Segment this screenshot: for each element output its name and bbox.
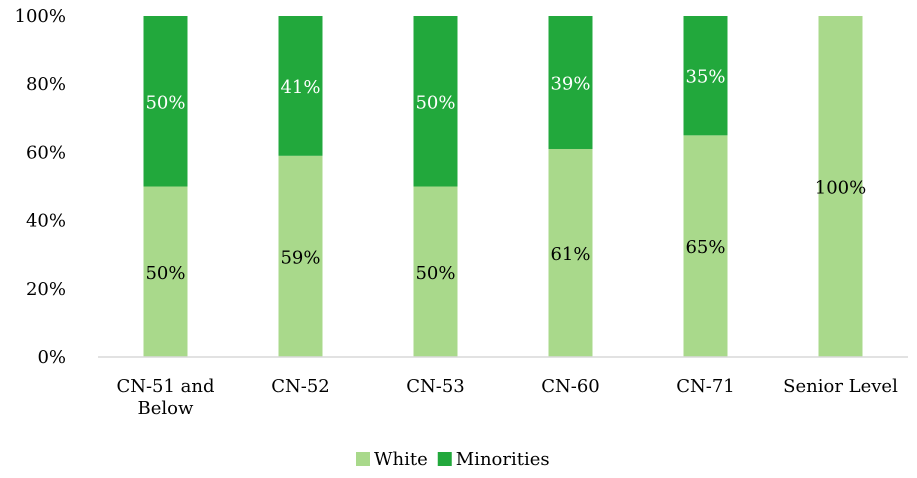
- data-label-minorities: 35%: [685, 67, 725, 88]
- legend-swatch-minorities: [437, 452, 452, 466]
- legend-label-minorities: Minorities: [456, 449, 550, 470]
- data-label-white: 50%: [145, 263, 185, 284]
- y-tick-label: 20%: [26, 279, 66, 300]
- data-label-minorities: 50%: [415, 92, 455, 113]
- legend: White Minorities: [356, 449, 550, 470]
- bar-segment-white: [278, 155, 323, 357]
- data-label-white: 100%: [815, 178, 866, 199]
- x-category-label: CN-52: [271, 376, 330, 397]
- bar-segment-minorities: [548, 16, 593, 149]
- x-category-label: CN-60: [541, 376, 600, 397]
- bar-segment-minorities: [143, 16, 188, 187]
- data-label-white: 59%: [280, 247, 320, 268]
- legend-swatch-white: [356, 452, 370, 466]
- bars: [143, 16, 863, 357]
- data-label-white: 50%: [415, 263, 455, 284]
- data-label-white: 61%: [550, 244, 590, 265]
- y-tick-label: 60%: [26, 142, 66, 163]
- x-category-label: Senior Level: [783, 376, 898, 397]
- bar-segment-minorities: [278, 16, 323, 156]
- y-tick-label: 40%: [26, 211, 66, 232]
- data-labels: 50% 50% 59% 41% 50% 50% 61% 39% 65% 35% 100%: [145, 67, 866, 284]
- data-label-minorities: 39%: [550, 73, 590, 94]
- bar-segment-white: [818, 16, 863, 357]
- legend-label-white: White: [374, 449, 428, 470]
- bar-segment-white: [143, 186, 188, 357]
- y-tick-label: 0%: [37, 347, 66, 368]
- x-category-label: CN-53: [406, 376, 465, 397]
- data-label-minorities: 41%: [280, 77, 320, 98]
- bar-segment-white: [413, 186, 458, 357]
- bar-segment-minorities: [683, 16, 728, 136]
- y-tick-label: 80%: [26, 74, 66, 95]
- bar-segment-minorities: [413, 16, 458, 187]
- x-category-label: CN-71: [676, 376, 735, 397]
- bar-segment-white: [683, 135, 728, 357]
- data-label-white: 65%: [685, 237, 725, 258]
- bar-segment-white: [548, 148, 593, 357]
- data-label-minorities: 50%: [145, 92, 185, 113]
- y-tick-label: 100%: [15, 6, 66, 27]
- y-axis-ticks: 0% 20% 40% 60% 80% 100%: [15, 6, 66, 368]
- x-category-label: CN-51 and Below: [116, 376, 214, 419]
- x-axis-categories: CN-51 and Below CN-52 CN-53 CN-60 CN-71 Senior…: [116, 376, 898, 419]
